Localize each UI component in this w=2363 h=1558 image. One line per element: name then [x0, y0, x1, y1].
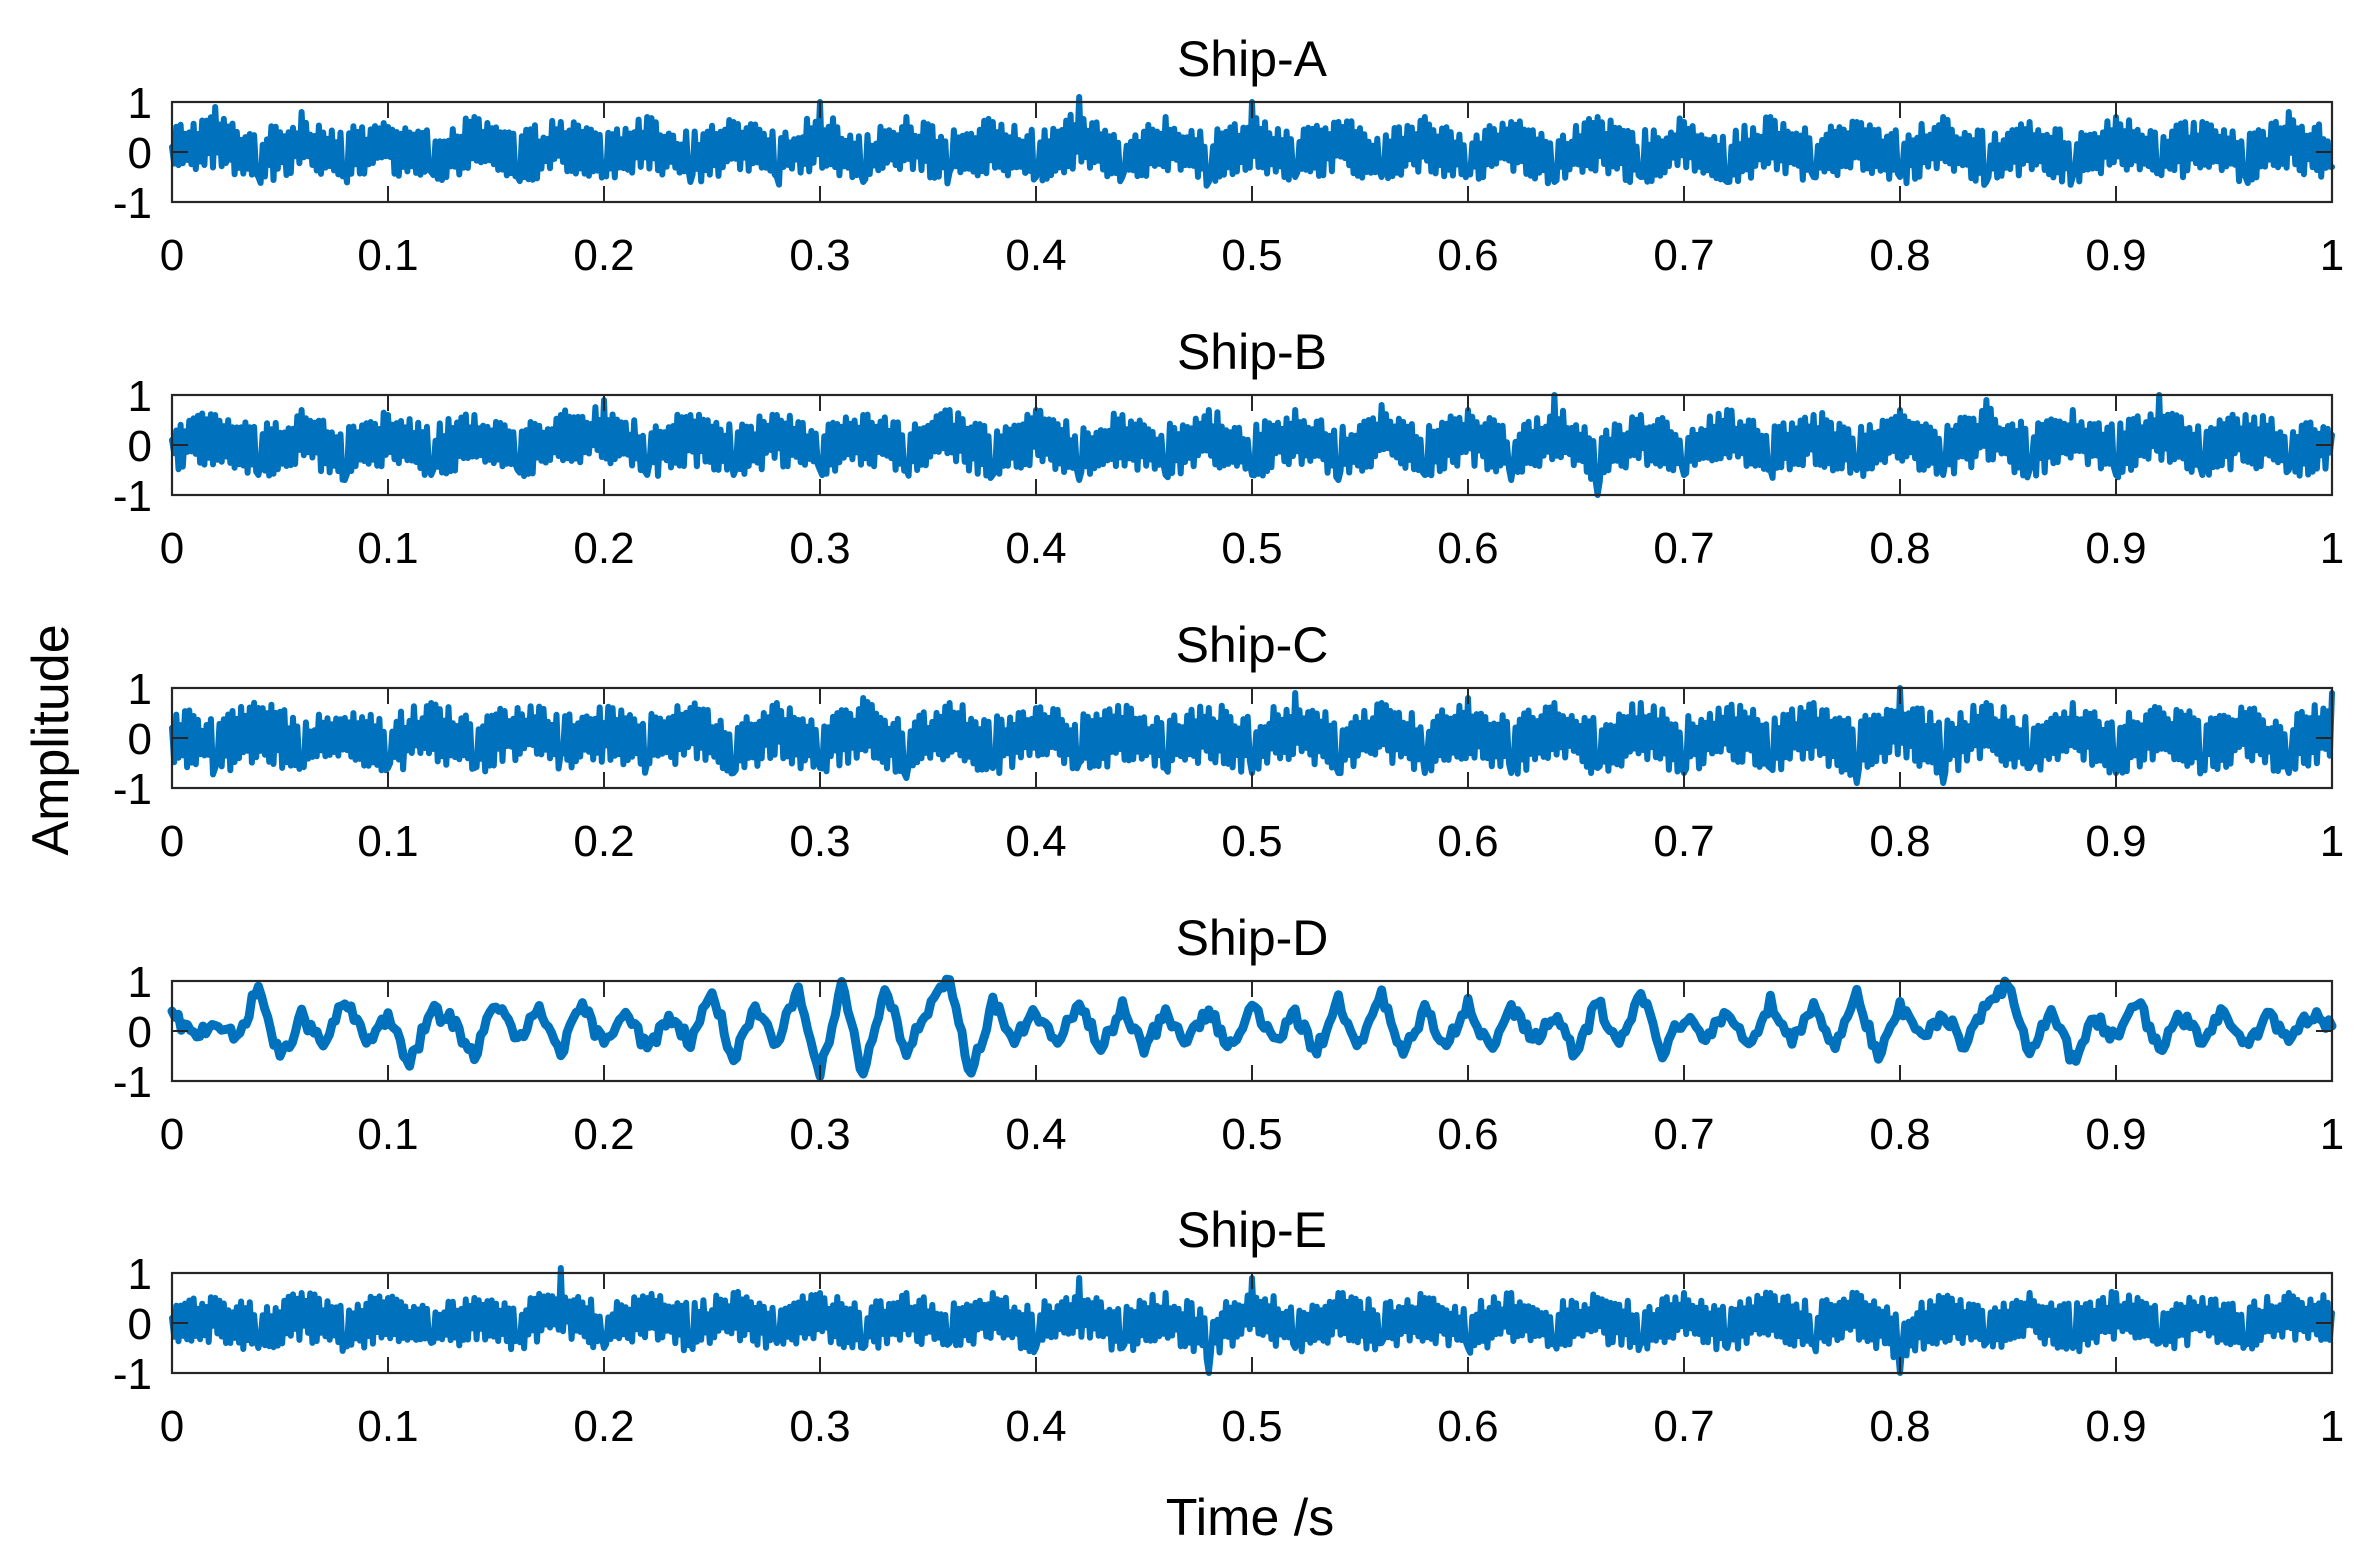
- y-tick-label: 1: [128, 79, 152, 128]
- x-axis-label: Time /s: [1166, 1489, 1335, 1547]
- x-tick-label: 0.5: [1221, 524, 1282, 573]
- signal-line: [169, 392, 2335, 498]
- x-tick-label: 0.8: [1869, 817, 1930, 866]
- x-tick-label: 0.6: [1437, 231, 1498, 280]
- x-tick-label: 0.6: [1437, 817, 1498, 866]
- x-tick-label: 0.2: [573, 1110, 634, 1159]
- x-tick-label: 0: [160, 1402, 184, 1451]
- x-tick-label: 0.1: [357, 524, 418, 573]
- x-tick-label: 0.2: [573, 231, 634, 280]
- y-tick-label: -1: [113, 765, 152, 814]
- x-tick-label: 0.4: [1005, 524, 1066, 573]
- y-axis-label: Amplitude: [22, 624, 80, 855]
- x-tick-label: 0: [160, 524, 184, 573]
- x-tick-label: 0.5: [1221, 231, 1282, 280]
- x-tick-label: 0.2: [573, 524, 634, 573]
- x-tick-label: 0.8: [1869, 524, 1930, 573]
- x-tick-label: 1: [2320, 817, 2344, 866]
- panel-title: Ship-C: [1176, 617, 1329, 673]
- x-tick-label: 1: [2320, 231, 2344, 280]
- signal-line: [167, 974, 2337, 1081]
- x-tick-label: 0: [160, 1110, 184, 1159]
- x-tick-label: 0.8: [1869, 1402, 1930, 1451]
- y-tick-label: 1: [128, 1250, 152, 1299]
- panel-title: Ship-D: [1176, 910, 1329, 966]
- x-tick-label: 1: [2320, 1402, 2344, 1451]
- x-tick-label: 0.7: [1653, 1110, 1714, 1159]
- x-tick-label: 0.9: [2085, 1402, 2146, 1451]
- x-tick-label: 0.3: [789, 1402, 850, 1451]
- x-tick-label: 0.7: [1653, 1402, 1714, 1451]
- x-tick-label: 0.9: [2085, 231, 2146, 280]
- y-tick-label: 0: [128, 422, 152, 471]
- y-tick-label: 1: [128, 665, 152, 714]
- y-tick-label: -1: [113, 179, 152, 228]
- y-tick-label: -1: [113, 472, 152, 521]
- y-tick-label: 1: [128, 372, 152, 421]
- x-tick-label: 0: [160, 231, 184, 280]
- panel-title: Ship-B: [1177, 324, 1327, 380]
- x-tick-label: 0.8: [1869, 231, 1930, 280]
- x-tick-label: 0.7: [1653, 231, 1714, 280]
- x-tick-label: 0.7: [1653, 524, 1714, 573]
- x-tick-label: 0.9: [2085, 817, 2146, 866]
- x-tick-label: 1: [2320, 524, 2344, 573]
- x-tick-label: 0.3: [789, 817, 850, 866]
- x-tick-label: 0.4: [1005, 1402, 1066, 1451]
- x-tick-label: 0.4: [1005, 1110, 1066, 1159]
- x-tick-label: 0.1: [357, 817, 418, 866]
- y-tick-label: -1: [113, 1058, 152, 1107]
- y-tick-label: 0: [128, 1300, 152, 1349]
- x-tick-label: 0.1: [357, 1110, 418, 1159]
- y-tick-label: 1: [128, 958, 152, 1007]
- y-tick-label: 0: [128, 715, 152, 764]
- subplot-3: Ship-C0 0.1 0.2 0.3 0.4 0.5 0.6 0.7 0.8 0.9 110-1: [113, 617, 2344, 866]
- subplot-4: Ship-D0 0.1 0.2 0.3 0.4 0.5 0.6 0.7 0.8 0.9 110-1: [113, 910, 2344, 1159]
- subplot-panels: Ship-A0 0.1 0.2 0.3 0.4 0.5 0.6 0.7 0.8 0.9 110-1S…: [113, 31, 2344, 1451]
- x-tick-label: 0.2: [573, 817, 634, 866]
- x-tick-label: 1: [2320, 1110, 2344, 1159]
- x-tick-label: 0.5: [1221, 1110, 1282, 1159]
- x-tick-label: 0.3: [789, 1110, 850, 1159]
- x-tick-label: 0.6: [1437, 1402, 1498, 1451]
- y-tick-label: -1: [113, 1350, 152, 1399]
- subplot-5: Ship-E0 0.1 0.2 0.3 0.4 0.5 0.6 0.7 0.8 0.9 110-1: [113, 1202, 2344, 1451]
- x-tick-label: 0.1: [357, 1402, 418, 1451]
- subplot-2: Ship-B0 0.1 0.2 0.3 0.4 0.5 0.6 0.7 0.8 0.9 110-1: [113, 324, 2344, 573]
- y-tick-label: 0: [128, 1008, 152, 1057]
- x-tick-label: 0.7: [1653, 817, 1714, 866]
- x-tick-label: 0.4: [1005, 231, 1066, 280]
- panel-title: Ship-A: [1177, 31, 1328, 87]
- x-tick-label: 0.6: [1437, 524, 1498, 573]
- x-tick-label: 0.3: [789, 231, 850, 280]
- x-tick-label: 0: [160, 817, 184, 866]
- x-tick-label: 0.3: [789, 524, 850, 573]
- x-tick-label: 0.8: [1869, 1110, 1930, 1159]
- x-tick-label: 0.4: [1005, 817, 1066, 866]
- subplot-1: Ship-A0 0.1 0.2 0.3 0.4 0.5 0.6 0.7 0.8 0.9 110-1: [113, 31, 2344, 280]
- y-tick-label: 0: [128, 129, 152, 178]
- x-tick-label: 0.6: [1437, 1110, 1498, 1159]
- x-tick-label: 0.9: [2085, 1110, 2146, 1159]
- x-tick-label: 0.2: [573, 1402, 634, 1451]
- x-tick-label: 0.1: [357, 231, 418, 280]
- x-tick-label: 0.5: [1221, 817, 1282, 866]
- x-tick-label: 0.5: [1221, 1402, 1282, 1451]
- x-tick-label: 0.9: [2085, 524, 2146, 573]
- panel-title: Ship-E: [1177, 1202, 1327, 1258]
